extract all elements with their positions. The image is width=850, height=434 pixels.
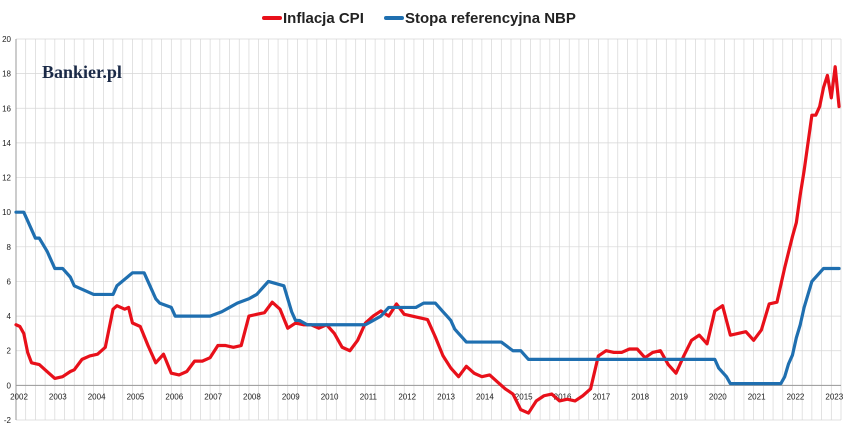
x-tick-label: 2022 [787,392,805,401]
legend-label-cpi: Inflacja CPI [283,10,364,27]
legend-item-rate: Stopa referencyjna NBP [384,10,576,27]
x-tick-label: 2003 [49,392,67,401]
x-tick-label: 2016 [554,392,572,401]
x-tick-label: 2014 [476,392,494,401]
x-tick-label: 2015 [515,392,533,401]
y-tick-label: 4 [7,312,12,321]
series-line-cpi [14,65,841,415]
grid [15,38,842,421]
y-tick-label: 8 [7,243,12,252]
y-tick-label: -2 [4,416,12,425]
x-tick-label: 2018 [631,392,649,401]
x-tick-label: 2002 [10,392,28,401]
y-tick-label: 18 [2,70,11,79]
y-tick-label: 6 [7,277,12,286]
x-tick-label: 2017 [592,392,610,401]
y-tick-label: 12 [2,174,11,183]
x-tick-label: 2006 [165,392,183,401]
series-line-reference-rate [14,210,841,386]
y-tick-label: 20 [2,35,11,44]
x-tick-label: 2020 [709,392,727,401]
x-tick-label: 2011 [360,392,378,401]
legend-item-cpi: Inflacja CPI [262,10,364,27]
x-tick-label: 2009 [282,392,300,401]
x-tick-label: 2013 [437,392,455,401]
x-tick-label: 2012 [398,392,416,401]
x-tick-label: 2019 [670,392,688,401]
brand-logo: Bankier.pl [42,62,122,82]
x-tick-label: 2010 [321,392,339,401]
y-tick-label: 10 [2,208,11,217]
legend-label-rate: Stopa referencyjna NBP [405,10,576,27]
x-tick-label: 2008 [243,392,261,401]
y-tick-label: 2 [7,347,12,356]
y-tick-label: 16 [2,104,11,113]
series-lines [14,65,841,415]
y-tick-label: 0 [7,381,12,390]
x-tick-label: 2007 [204,392,222,401]
x-tick-label: 2005 [127,392,145,401]
x-tick-label: 2023 [825,392,843,401]
axes: -2 0 2 4 6 8 10 12 14 16 18 20 2002 2003 2004 2005 2006 2… [2,35,844,425]
legend: Inflacja CPI Stopa referencyjna NBP [262,10,576,27]
y-tick-label: 14 [2,139,11,148]
x-tick-label: 2004 [88,392,106,401]
x-tick-label: 2021 [748,392,766,401]
